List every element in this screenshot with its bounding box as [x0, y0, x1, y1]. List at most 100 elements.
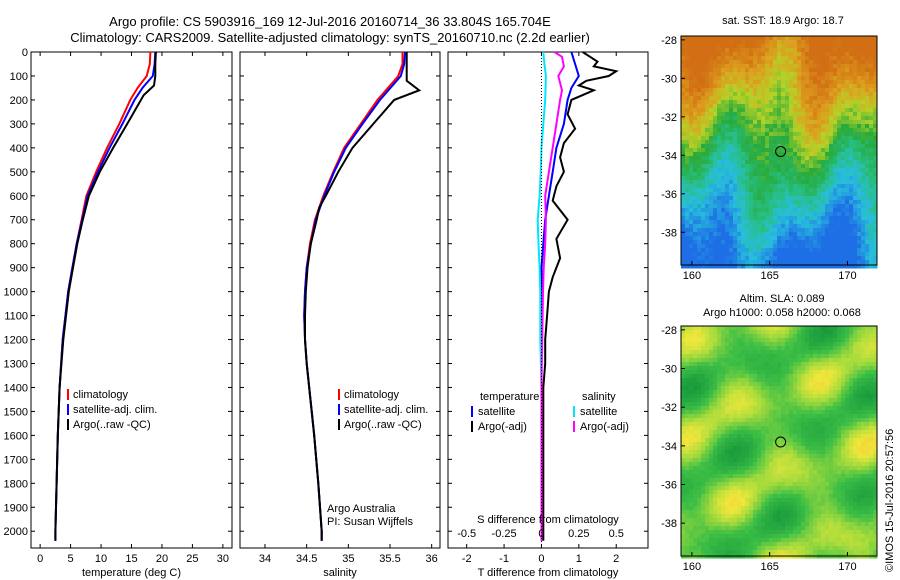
y-tick-label: 700 — [10, 215, 28, 227]
sla-map-heatmap — [681, 326, 878, 559]
x-tick-label: 30 — [217, 553, 229, 565]
y-tick-label: -32 — [661, 402, 677, 414]
y-tick-label: -34 — [661, 150, 677, 162]
x-tick-label: 34.5 — [296, 553, 317, 565]
legend-label: Argo(..raw -QC) — [344, 419, 422, 431]
y-tick-label: 1800 — [4, 478, 28, 490]
x-tick-label: 25 — [186, 553, 198, 565]
y-tick-label: 100 — [10, 71, 28, 83]
x-axis-label: temperature (deg C) — [82, 567, 181, 579]
s-axis-label: S difference from climatology — [477, 514, 619, 526]
legend-label: satellite — [478, 406, 515, 418]
plot-title-line1: Argo profile: CS 5903916_169 12-Jul-2016… — [109, 14, 551, 29]
series-line-argo-adj- — [542, 51, 619, 541]
y-tick-label: -30 — [661, 364, 677, 376]
sst-map-heatmap — [681, 36, 878, 269]
argo-location-marker — [775, 436, 787, 448]
legend-header-temperature: temperature — [480, 391, 539, 403]
legend-label: satellite-adj. clim. — [73, 404, 157, 416]
y-tick-label: -28 — [661, 35, 677, 47]
y-tick-label: 1900 — [4, 502, 28, 514]
y-tick-label: 2000 — [4, 526, 28, 538]
y-tick-label: -30 — [661, 73, 677, 85]
x-tick-label: 165 — [760, 561, 778, 573]
difference-profile-panel: -2 -1 0 1 2 T difference from climatology -0.5… — [447, 51, 649, 579]
x-tick-label: 35 — [342, 553, 354, 565]
legend-label: Argo(..raw -QC) — [73, 419, 151, 431]
series-line-satellite-adj-clim- — [303, 51, 406, 541]
s-tick-label: 0.25 — [568, 528, 589, 540]
x-tick-label: 5 — [68, 553, 74, 565]
x-axis-label: T difference from climatology — [478, 567, 619, 579]
s-tick-label: -0.25 — [492, 528, 517, 540]
y-tick-label: 600 — [10, 191, 28, 203]
sst-map-frame — [680, 35, 878, 266]
y-tick-label: 1500 — [4, 406, 28, 418]
x-tick-label: 170 — [838, 270, 856, 282]
plot-title-line2: Climatology: CARS2009. Satellite-adjuste… — [70, 30, 590, 45]
y-tick-label: -38 — [661, 518, 677, 530]
s-tick-label: 0.5 — [609, 528, 624, 540]
temperature-profile-panel: 0100200300400500600700800900100011001200… — [4, 47, 233, 579]
y-tick-label: 1600 — [4, 430, 28, 442]
sla-map-frame — [680, 325, 878, 557]
x-tick-label: -2 — [462, 553, 472, 565]
x-tick-label: 0 — [37, 553, 43, 565]
y-tick-label: -36 — [661, 189, 677, 201]
legend-label: satellite-adj. clim. — [344, 404, 428, 416]
y-tick-label: 900 — [10, 263, 28, 275]
legend-label: Argo(-adj) — [478, 421, 527, 433]
y-tick-label: 1300 — [4, 358, 28, 370]
series-line-argo-raw-qc- — [54, 51, 157, 541]
x-tick-label: 1 — [576, 553, 582, 565]
salinity-profile-panel: 34 34.5 35 35.5 36 salinity climatology satelli… — [239, 51, 441, 579]
y-tick-label: -38 — [661, 227, 677, 239]
x-tick-label: 165 — [760, 270, 778, 282]
imos-timestamp: ©IMOS 15-Jul-2016 20:57:56 — [884, 428, 896, 572]
x-tick-label: -1 — [499, 553, 509, 565]
salinity-profile-frame — [239, 51, 441, 549]
legend-label: climatology — [73, 389, 129, 401]
y-tick-label: 1700 — [4, 454, 28, 466]
y-tick-label: 1100 — [4, 311, 28, 323]
argo-location-marker — [775, 146, 787, 158]
s-tick-label: 0 — [538, 528, 544, 540]
x-tick-label: 0 — [538, 553, 544, 565]
x-tick-label: 10 — [95, 553, 107, 565]
legend-label: climatology — [344, 389, 400, 401]
series-line-climatology — [54, 51, 152, 541]
s-tick-label: -0.5 — [457, 528, 476, 540]
y-tick-label: 1200 — [4, 335, 28, 347]
annotation-line1: Argo Australia — [327, 503, 396, 515]
legend-label: Argo(-adj) — [580, 421, 629, 433]
series-line-climatology — [303, 52, 404, 541]
y-tick-label: 1000 — [4, 287, 28, 299]
series-line-argo-raw-qc- — [304, 52, 422, 541]
y-tick-label: 800 — [10, 239, 28, 251]
y-tick-label: -36 — [661, 479, 677, 491]
sla-map-subtitle: Argo h1000: 0.058 h2000: 0.068 — [703, 307, 861, 319]
x-axis-label: salinity — [323, 567, 357, 579]
y-tick-label: 500 — [10, 167, 28, 179]
x-tick-label: 36 — [426, 553, 438, 565]
sst-map-panel: 160 165 170 -28 -30 -32 -34 -36 -38 — [661, 35, 878, 282]
sla-map-title: Altim. SLA: 0.089 — [740, 293, 825, 305]
y-tick-label: 0 — [22, 47, 28, 59]
series-line-salinity-argo-adj- — [540, 51, 565, 541]
legend-header-salinity: salinity — [582, 391, 616, 403]
x-tick-label: 20 — [156, 553, 168, 565]
sla-map-panel: 160 165 170 -28 -30 -32 -34 -36 -38 — [661, 325, 878, 573]
difference-profile-frame — [447, 51, 649, 549]
y-tick-label: -34 — [661, 441, 677, 453]
y-tick-label: 300 — [10, 119, 28, 131]
x-tick-label: 170 — [838, 561, 856, 573]
y-tick-label: -28 — [661, 325, 677, 337]
temperature-profile-frame — [30, 51, 233, 549]
y-tick-label: 200 — [10, 95, 28, 107]
x-tick-label: 34 — [259, 553, 271, 565]
sst-map-title: sat. SST: 18.9 Argo: 18.7 — [722, 15, 844, 27]
x-tick-label: 160 — [683, 270, 701, 282]
x-tick-label: 160 — [683, 561, 701, 573]
y-tick-label: 400 — [10, 143, 28, 155]
